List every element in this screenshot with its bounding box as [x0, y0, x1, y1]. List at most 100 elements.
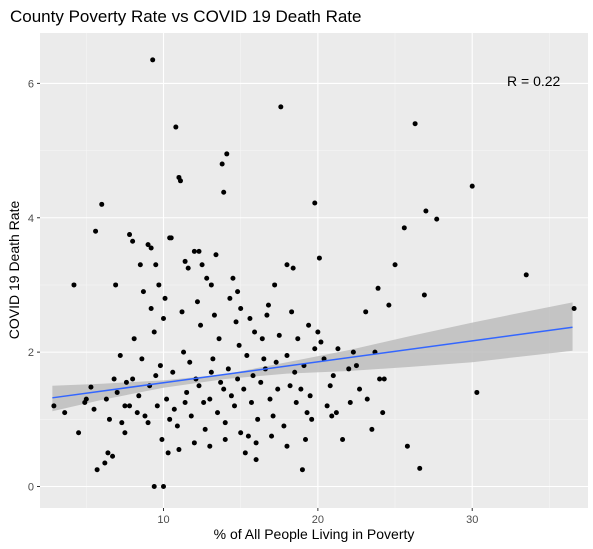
data-point: [284, 443, 290, 449]
data-point: [298, 386, 304, 392]
data-point: [350, 349, 356, 355]
data-point: [241, 386, 247, 392]
data-point: [261, 356, 267, 362]
data-point: [151, 329, 157, 335]
x-tick-label: 30: [466, 514, 478, 526]
data-point: [289, 309, 295, 315]
data-point: [105, 450, 111, 456]
confidence-band: [52, 302, 573, 412]
data-point: [191, 440, 197, 446]
data-point: [252, 329, 258, 335]
data-point: [253, 457, 259, 463]
x-tick-label: 20: [312, 514, 324, 526]
data-point: [148, 305, 154, 311]
y-tick-label: 4: [28, 213, 34, 225]
data-point: [106, 416, 112, 422]
data-point: [76, 430, 82, 436]
data-point: [207, 443, 213, 449]
data-point: [309, 416, 315, 422]
data-point: [293, 400, 299, 406]
data-point: [421, 292, 427, 298]
data-point: [151, 484, 157, 490]
data-point: [185, 265, 191, 271]
data-point: [153, 373, 159, 379]
data-points: [51, 57, 577, 490]
data-point: [103, 396, 109, 402]
data-point: [191, 248, 197, 254]
data-point: [157, 363, 163, 369]
data-point: [224, 151, 230, 157]
data-point: [123, 379, 129, 385]
data-point: [235, 289, 241, 295]
data-point: [221, 386, 227, 392]
data-point: [198, 322, 204, 328]
data-point: [219, 161, 225, 167]
data-point: [392, 262, 398, 268]
data-point: [404, 443, 410, 449]
data-point: [225, 366, 231, 372]
data-point: [154, 403, 160, 409]
data-point: [208, 282, 214, 288]
data-point: [142, 413, 148, 419]
data-point: [93, 228, 99, 234]
x-axis-ticks: 10 20 30: [157, 508, 478, 526]
data-point: [333, 410, 339, 416]
data-point: [204, 275, 210, 281]
data-point: [201, 400, 207, 406]
data-point: [119, 420, 125, 426]
data-point: [227, 295, 233, 301]
data-point: [218, 379, 224, 385]
data-point: [307, 393, 313, 399]
data-point: [88, 384, 94, 390]
data-point: [176, 447, 182, 453]
data-point: [353, 363, 359, 369]
data-point: [316, 255, 322, 261]
data-point: [99, 201, 105, 207]
data-point: [327, 383, 333, 389]
data-point: [216, 336, 222, 342]
data-point: [94, 467, 100, 473]
data-point: [62, 410, 68, 416]
data-point: [207, 396, 213, 402]
data-point: [303, 436, 309, 442]
data-point: [82, 400, 88, 406]
data-point: [245, 433, 251, 439]
data-point: [295, 336, 301, 342]
data-point: [523, 272, 529, 278]
data-point: [380, 410, 386, 416]
data-point: [173, 124, 179, 130]
data-point: [244, 352, 250, 358]
data-point: [145, 420, 151, 426]
data-point: [188, 413, 194, 419]
data-point: [278, 104, 284, 110]
data-point: [130, 376, 136, 382]
data-point: [91, 406, 97, 412]
trend-line: [52, 326, 573, 399]
data-point: [417, 465, 423, 471]
data-point: [182, 400, 188, 406]
data-point: [306, 322, 312, 328]
data-point: [164, 396, 170, 402]
data-point: [270, 413, 276, 419]
data-point: [196, 383, 202, 389]
data-point: [284, 262, 290, 268]
data-point: [208, 369, 214, 375]
data-point: [184, 389, 190, 395]
data-point: [571, 305, 577, 311]
data-point: [131, 336, 137, 342]
data-point: [315, 329, 321, 335]
data-point: [102, 460, 108, 466]
data-point: [233, 319, 239, 325]
data-point: [247, 316, 253, 322]
data-point: [423, 208, 429, 214]
data-point: [145, 242, 151, 248]
data-point: [335, 346, 341, 352]
data-point: [377, 376, 383, 382]
data-point: [162, 295, 168, 301]
data-point: [324, 403, 330, 409]
data-point: [347, 400, 353, 406]
data-point: [194, 299, 200, 305]
data-point: [187, 359, 193, 365]
data-point: [199, 262, 205, 268]
